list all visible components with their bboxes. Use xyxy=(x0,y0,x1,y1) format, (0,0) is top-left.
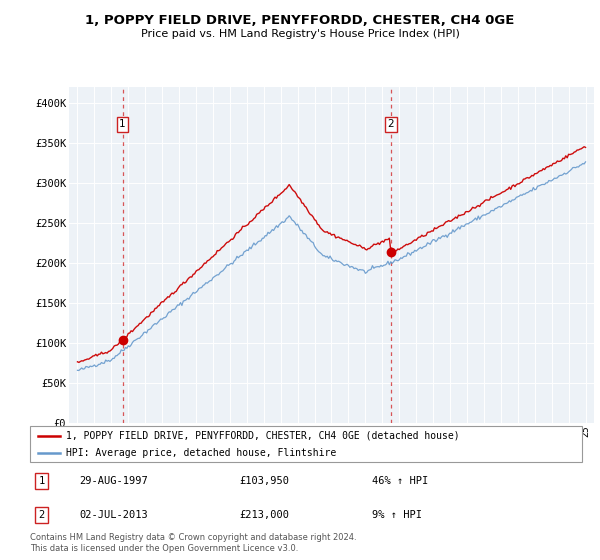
Text: Contains HM Land Registry data © Crown copyright and database right 2024.
This d: Contains HM Land Registry data © Crown c… xyxy=(30,533,356,553)
Text: 2: 2 xyxy=(388,119,394,129)
Text: 1: 1 xyxy=(119,119,126,129)
Text: £213,000: £213,000 xyxy=(240,510,290,520)
Text: 29-AUG-1997: 29-AUG-1997 xyxy=(80,476,148,486)
Text: 2: 2 xyxy=(38,510,44,520)
Text: 1, POPPY FIELD DRIVE, PENYFFORDD, CHESTER, CH4 0GE (detached house): 1, POPPY FIELD DRIVE, PENYFFORDD, CHESTE… xyxy=(66,431,460,441)
FancyBboxPatch shape xyxy=(30,426,582,462)
Text: 02-JUL-2013: 02-JUL-2013 xyxy=(80,510,148,520)
Text: 9% ↑ HPI: 9% ↑ HPI xyxy=(372,510,422,520)
Text: HPI: Average price, detached house, Flintshire: HPI: Average price, detached house, Flin… xyxy=(66,448,336,458)
Text: 1, POPPY FIELD DRIVE, PENYFFORDD, CHESTER, CH4 0GE: 1, POPPY FIELD DRIVE, PENYFFORDD, CHESTE… xyxy=(85,14,515,27)
Text: 1: 1 xyxy=(38,476,44,486)
Text: £103,950: £103,950 xyxy=(240,476,290,486)
Text: 46% ↑ HPI: 46% ↑ HPI xyxy=(372,476,428,486)
Text: Price paid vs. HM Land Registry's House Price Index (HPI): Price paid vs. HM Land Registry's House … xyxy=(140,29,460,39)
